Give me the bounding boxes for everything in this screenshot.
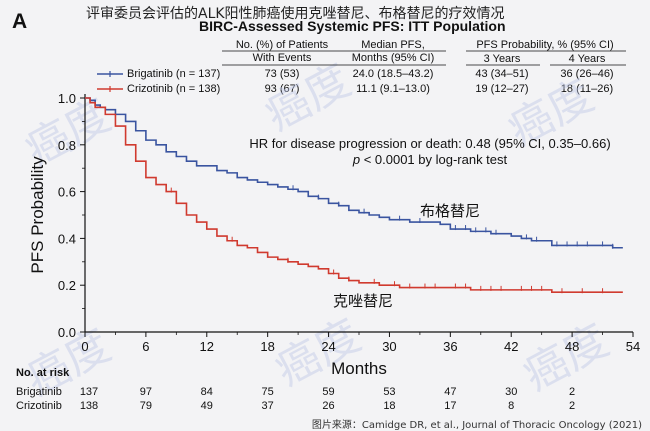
legend-brigatinib: Brigatinib (n = 137) (127, 68, 221, 80)
risk-count: 30 (505, 386, 518, 398)
x-tick-label: 48 (565, 339, 579, 354)
y-tick-label: 1.0 (58, 91, 76, 106)
p-value-statement: < 0.0001 by log-rank test (360, 152, 507, 167)
y-tick-label: 0.0 (58, 325, 76, 340)
chart-title: BIRC-Assessed Systemic PFS: ITT Populati… (199, 18, 506, 34)
prob3-brigatinib: 43 (34–51) (475, 68, 529, 80)
events-brigatinib: 73 (53) (264, 68, 300, 80)
y-tick-label: 0.2 (58, 278, 76, 293)
prob4-crizotinib: 18 (11–26) (560, 83, 614, 95)
risk-count: 137 (79, 386, 99, 398)
table-header-probability: PFS Probability, % (95% CI) (476, 39, 614, 51)
table-header-4yr: 4 Years (568, 53, 606, 65)
curve-label-crizotinib: 克唑替尼 (333, 293, 393, 310)
x-axis-title: Months (331, 359, 387, 378)
table-header-events: No. (%) of Patients With Events (235, 39, 329, 64)
risk-count: 8 (508, 400, 515, 412)
x-tick-label: 12 (200, 339, 214, 354)
y-tick-label: 0.8 (58, 138, 76, 153)
hazard-ratio-text: HR for disease progression or death: 0.4… (249, 136, 610, 151)
prob3-crizotinib: 19 (12–27) (475, 83, 529, 95)
panel-letter: A (12, 10, 28, 33)
p-symbol: p (352, 152, 360, 167)
y-tick-label: 0.6 (58, 185, 76, 200)
risk-count: 18 (383, 400, 396, 412)
chinese-title: 评审委员会评估的ALK阳性肺癌使用克唑替尼、布格替尼的疗效情况 (86, 6, 505, 22)
median-brigatinib: 24.0 (18.5–43.2) (352, 68, 434, 80)
risk-count: 79 (139, 400, 152, 412)
x-tick-label: 18 (260, 339, 274, 354)
risk-count: 2 (569, 400, 576, 412)
risk-count: 49 (200, 400, 213, 412)
x-tick-label: 6 (142, 339, 149, 354)
km-curve-brigatinib (85, 97, 623, 249)
risk-label-brigatinib: Brigatinib (16, 386, 62, 398)
table-header-3yr: 3 Years (483, 53, 521, 65)
x-tick-label: 30 (382, 339, 396, 354)
median-crizotinib: 11.1 (9.1–13.0) (356, 83, 430, 95)
x-tick-label: 24 (321, 339, 335, 354)
prob4-brigatinib: 36 (26–46) (560, 68, 614, 80)
table-header-median: Median PFS, Months (95% CI) (351, 39, 435, 64)
p-value-text: p < 0.0001 by log-rank test (352, 152, 508, 167)
risk-count: 97 (139, 386, 152, 398)
x-tick-label: 36 (443, 339, 457, 354)
km-curve-crizotinib (85, 97, 623, 294)
legend-crizotinib: Crizotinib (n = 138) (127, 83, 221, 95)
risk-count: 138 (79, 400, 99, 412)
y-axis-title: PFS Probability (28, 156, 47, 274)
x-tick-label: 54 (626, 339, 640, 354)
risk-count: 37 (261, 400, 274, 412)
watermark-text: 癌度 (268, 311, 369, 396)
risk-count: 26 (322, 400, 335, 412)
y-tick-label: 0.4 (58, 231, 76, 246)
risk-count: 2 (569, 386, 576, 398)
watermark-text: 癌度 (258, 56, 359, 141)
risk-count: 84 (200, 386, 213, 398)
risk-count: 75 (261, 386, 274, 398)
risk-table-title: No. at risk (16, 367, 70, 379)
risk-count: 47 (444, 386, 457, 398)
legend-swatch-crizotinib (97, 86, 123, 92)
events-crizotinib: 93 (67) (264, 83, 300, 95)
risk-label-crizotinib: Crizotinib (16, 400, 62, 412)
risk-count: 17 (444, 400, 457, 412)
risk-count: 53 (383, 386, 396, 398)
legend-swatch-brigatinib (97, 71, 123, 77)
curve-label-brigatinib: 布格替尼 (420, 203, 480, 220)
risk-count: 59 (322, 386, 335, 398)
image-credit: 图片来源：Camidge DR, et al., Journal of Thor… (311, 420, 642, 431)
x-tick-label: 0 (81, 339, 88, 354)
x-tick-label: 42 (504, 339, 518, 354)
